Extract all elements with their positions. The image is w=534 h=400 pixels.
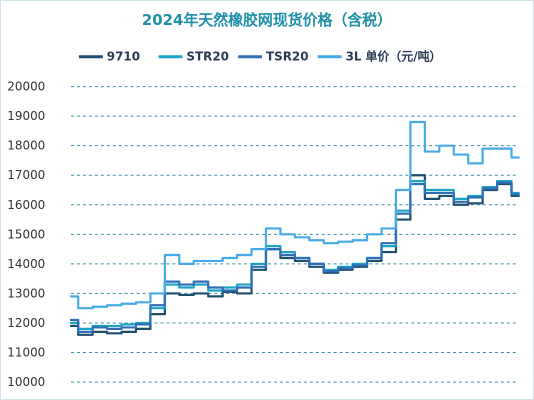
series-line-9710	[69, 174, 520, 336]
y-tick-label: 11000	[7, 346, 45, 360]
legend-label: TSR20	[266, 50, 309, 64]
y-tick-label: 14000	[7, 257, 45, 271]
y-tick-label: 12000	[7, 316, 45, 330]
legend-unit-label: 单价（元/吨）	[366, 49, 442, 64]
y-tick-label: 10000	[7, 375, 45, 389]
chart-legend: 9710 STR20 TSR20 3L 单价（元/吨）	[78, 49, 442, 64]
legend-label: 9710	[107, 50, 140, 64]
y-tick-label: 20000	[7, 80, 45, 94]
series-line-3l	[69, 120, 520, 310]
legend-label: STR20	[186, 50, 229, 64]
series-line-tsr20	[69, 181, 520, 333]
chart-title: 2024年天然橡胶网现货价格（含税）	[142, 11, 392, 29]
y-axis: 10000 11000 12000 13000 14000 15000 16000 17000…	[7, 80, 45, 390]
y-tick-label: 17000	[7, 168, 45, 182]
legend-label: 3L	[346, 50, 362, 64]
y-tick-label: 15000	[7, 227, 45, 241]
y-tick-label: 18000	[7, 139, 45, 153]
plot-area	[69, 120, 520, 336]
y-tick-label: 19000	[7, 109, 45, 123]
y-tick-label: 16000	[7, 198, 45, 212]
y-tick-label: 13000	[7, 286, 45, 300]
